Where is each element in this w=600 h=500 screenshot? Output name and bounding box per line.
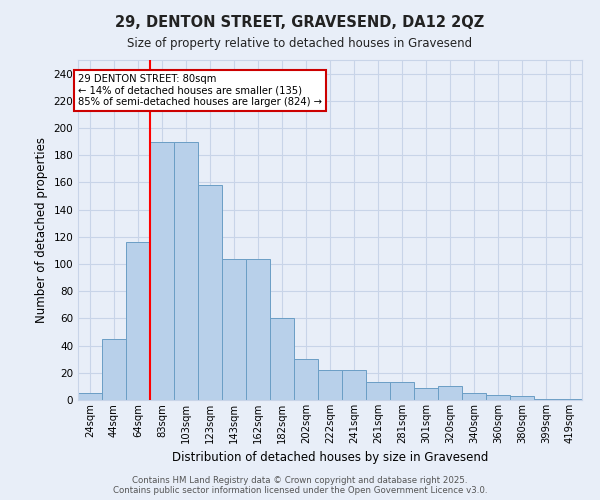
Bar — [198, 185, 222, 400]
Text: 29 DENTON STREET: 80sqm
← 14% of detached houses are smaller (135)
85% of semi-d: 29 DENTON STREET: 80sqm ← 14% of detache… — [78, 74, 322, 107]
Bar — [102, 339, 126, 400]
Bar — [126, 242, 150, 400]
Bar — [462, 393, 486, 400]
Bar — [246, 258, 270, 400]
Text: Contains HM Land Registry data © Crown copyright and database right 2025.
Contai: Contains HM Land Registry data © Crown c… — [113, 476, 487, 495]
Bar — [510, 396, 534, 400]
Bar — [366, 382, 390, 400]
Bar — [150, 142, 174, 400]
Bar — [222, 258, 246, 400]
Bar — [270, 318, 294, 400]
Bar — [174, 142, 198, 400]
Bar — [558, 398, 582, 400]
Bar — [438, 386, 462, 400]
Bar — [78, 393, 102, 400]
Bar — [486, 394, 510, 400]
Text: Size of property relative to detached houses in Gravesend: Size of property relative to detached ho… — [127, 38, 473, 51]
Bar — [342, 370, 366, 400]
Bar — [318, 370, 342, 400]
Bar — [534, 398, 558, 400]
Bar — [390, 382, 414, 400]
Text: 29, DENTON STREET, GRAVESEND, DA12 2QZ: 29, DENTON STREET, GRAVESEND, DA12 2QZ — [115, 15, 485, 30]
X-axis label: Distribution of detached houses by size in Gravesend: Distribution of detached houses by size … — [172, 452, 488, 464]
Bar — [414, 388, 438, 400]
Y-axis label: Number of detached properties: Number of detached properties — [35, 137, 48, 323]
Bar — [294, 359, 318, 400]
